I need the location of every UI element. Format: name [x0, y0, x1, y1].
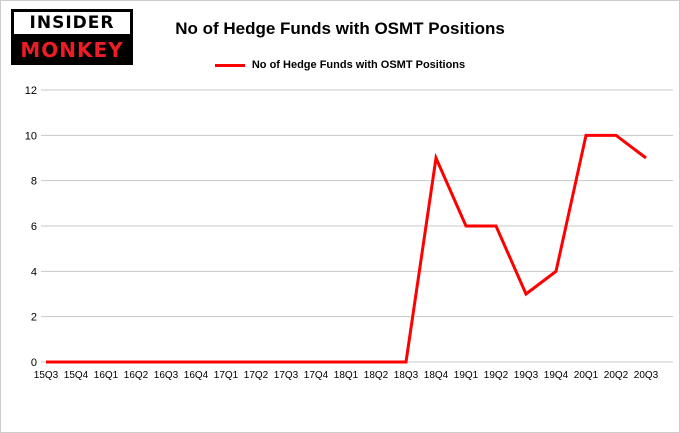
x-tick-label: 16Q4 — [184, 370, 209, 381]
y-tick-label: 10 — [25, 130, 37, 142]
y-tick-label: 4 — [31, 266, 37, 278]
x-tick-label: 16Q3 — [154, 370, 179, 381]
chart-title: No of Hedge Funds with OSMT Positions — [175, 19, 505, 38]
x-tick-label: 20Q3 — [634, 370, 659, 381]
insider-monkey-logo: INSIDER MONKEY — [11, 9, 133, 65]
legend: No of Hedge Funds with OSMT Positions — [1, 59, 679, 71]
logo-monkey-text: MONKEY — [11, 36, 133, 65]
line-chart: 0 2 4 6 8 10 12 15Q3 15Q4 16Q1 16Q2 16Q3 16Q4 17Q1 17Q… — [25, 85, 673, 381]
x-tick-label: 16Q1 — [94, 370, 119, 381]
x-tick-label: 18Q2 — [364, 370, 389, 381]
y-tick-label: 0 — [31, 357, 37, 369]
y-tick-label: 12 — [25, 85, 37, 97]
x-tick-label: 17Q3 — [274, 370, 299, 381]
x-tick-label: 19Q2 — [484, 370, 509, 381]
x-tick-label: 19Q4 — [544, 370, 569, 381]
legend-label: No of Hedge Funds with OSMT Positions — [251, 59, 466, 71]
x-tick-label: 15Q4 — [64, 370, 89, 381]
x-tick-label: 17Q4 — [304, 370, 329, 381]
y-tick-label: 8 — [31, 176, 37, 188]
x-tick-label: 19Q3 — [514, 370, 539, 381]
x-tick-label: 18Q4 — [424, 370, 449, 381]
data-line — [46, 133, 647, 364]
y-tick-label: 2 — [31, 312, 37, 324]
x-tick-label: 18Q1 — [334, 370, 359, 381]
x-tick-label: 17Q2 — [244, 370, 269, 381]
x-tick-label: 15Q3 — [34, 370, 59, 381]
logo-insider-text: INSIDER — [11, 9, 133, 37]
legend-line-swatch — [214, 63, 245, 67]
x-tick-label: 20Q1 — [574, 370, 599, 381]
y-tick-label: 6 — [31, 221, 37, 233]
x-tick-label: 19Q1 — [454, 370, 479, 381]
x-tick-label: 20Q2 — [604, 370, 629, 381]
x-tick-label: 18Q3 — [394, 370, 419, 381]
x-tick-label: 17Q1 — [214, 370, 239, 381]
x-tick-label: 16Q2 — [124, 370, 149, 381]
